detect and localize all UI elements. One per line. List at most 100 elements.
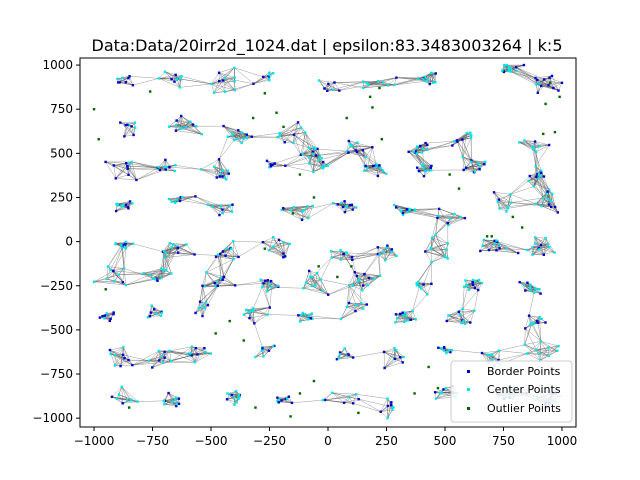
border-point [131, 83, 135, 87]
center-point [310, 275, 314, 279]
border-point [326, 89, 329, 93]
center-point [304, 313, 307, 316]
graph-edge [285, 243, 290, 257]
graph-edge [499, 248, 528, 251]
graph-edge [412, 286, 420, 311]
graph-edge [407, 209, 439, 217]
graph-edge [496, 248, 507, 251]
center-point [133, 121, 137, 124]
center-point [159, 267, 163, 270]
graph-edge [218, 139, 235, 160]
center-point [553, 251, 556, 254]
center-point [162, 399, 165, 403]
center-point [268, 78, 271, 82]
graph-edge [293, 134, 314, 148]
center-point [351, 284, 355, 287]
graph-edge [549, 77, 563, 83]
border-point [261, 347, 264, 350]
border-point [101, 314, 104, 318]
border-point [535, 175, 538, 178]
center-point [302, 286, 305, 290]
graph-edge [113, 165, 128, 167]
center-point [420, 151, 423, 154]
graph-edge [106, 269, 111, 280]
center-point [473, 170, 477, 173]
graph-edge [471, 160, 481, 167]
outlier-point [254, 406, 257, 409]
border-point [355, 150, 359, 154]
center-point [431, 81, 435, 85]
graph-edge [303, 285, 316, 289]
border-point [252, 82, 255, 85]
graph-edge [254, 314, 268, 324]
center-point [232, 240, 235, 243]
graph-edge [482, 244, 499, 247]
graph-edge [233, 132, 243, 141]
border-point [135, 178, 138, 182]
graph-edge [195, 196, 221, 207]
graph-edge [181, 115, 202, 135]
graph-edge [539, 350, 558, 354]
outlier-point [457, 187, 461, 190]
center-point [401, 213, 405, 216]
center-point [534, 242, 537, 245]
graph-edge [482, 245, 497, 251]
center-point [105, 312, 108, 315]
graph-edge [169, 124, 194, 127]
graph-edge [538, 174, 547, 194]
graph-edge [273, 242, 284, 247]
graph-edge [180, 121, 191, 129]
border-point [335, 358, 339, 361]
graph-edge [322, 396, 349, 401]
graph-edge [464, 286, 479, 291]
border-point [280, 399, 283, 402]
border-point [528, 174, 531, 178]
border-point [524, 289, 527, 292]
graph-edge [281, 209, 309, 219]
center-point [551, 192, 554, 196]
border-point [194, 195, 197, 198]
graph-edge [438, 215, 448, 224]
outlier-point [542, 132, 545, 136]
graph-edge [171, 360, 195, 363]
graph-edge [366, 77, 397, 84]
graph-edge [132, 356, 162, 366]
border-point [389, 403, 393, 407]
graph-edge [547, 191, 552, 208]
center-point [164, 268, 168, 272]
graph-edge [394, 348, 396, 359]
graph-edge [448, 308, 463, 316]
center-point [351, 144, 354, 148]
center-point [312, 170, 315, 174]
center-point [529, 286, 532, 289]
graph-edge [214, 159, 220, 167]
graph-edge [338, 357, 354, 359]
border-point [542, 175, 546, 178]
graph-edge [529, 175, 535, 187]
graph-edge [220, 253, 234, 260]
graph-edge [519, 142, 540, 147]
border-point [231, 203, 234, 206]
graph-edge [498, 199, 508, 209]
graph-edge [444, 347, 453, 351]
graph-edge [216, 177, 227, 180]
border-point [536, 78, 539, 82]
graph-edge [385, 255, 397, 261]
graph-edge [148, 356, 162, 361]
center-point [271, 236, 275, 239]
graph-edge [318, 80, 328, 91]
graph-edge [303, 205, 313, 211]
center-point [434, 397, 438, 400]
graph-edge [383, 77, 397, 83]
border-point [342, 401, 346, 404]
graph-edge [213, 77, 235, 93]
graph-edge [136, 167, 158, 181]
center-point [531, 245, 534, 249]
graph-edge [508, 203, 536, 207]
center-point [307, 314, 310, 317]
center-point [133, 126, 137, 130]
graph-edge [158, 78, 172, 80]
border-point [542, 78, 546, 81]
center-point [178, 77, 182, 81]
center-point [442, 349, 446, 352]
